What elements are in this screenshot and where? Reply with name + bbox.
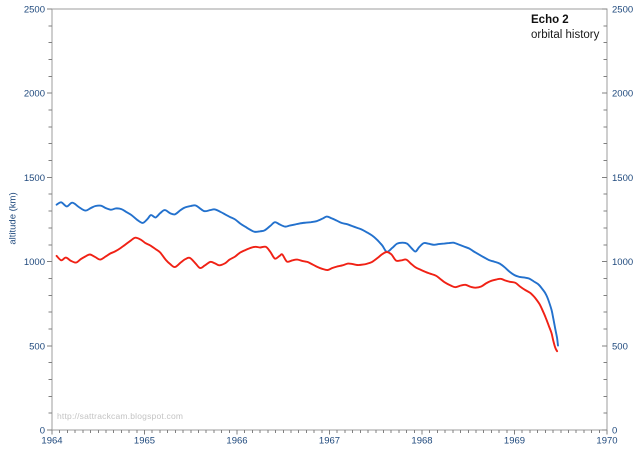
blue-line-upper bbox=[55, 201, 559, 347]
x-axis-tick-label: 1964 bbox=[41, 436, 62, 447]
y-axis-tick-label-left: 2500 bbox=[24, 5, 45, 16]
x-axis-tick-label: 1970 bbox=[596, 436, 617, 447]
x-axis-tick-label: 1969 bbox=[504, 436, 525, 447]
x-axis-tick-label: 1965 bbox=[134, 436, 155, 447]
x-axis-tick-label: 1967 bbox=[319, 436, 340, 447]
x-axis-tick-label: 1968 bbox=[411, 436, 432, 447]
watermark-url: http://sattrackcam.blogspot.com bbox=[57, 411, 184, 421]
red-line-lower bbox=[55, 236, 559, 353]
y-axis-title: altitude (km) bbox=[7, 192, 19, 245]
y-axis-tick-label-right: 2500 bbox=[612, 5, 633, 16]
y-axis-tick-label-right: 1000 bbox=[612, 257, 633, 268]
y-axis-tick-label-left: 2000 bbox=[24, 89, 45, 100]
y-axis-tick-label-right: 1500 bbox=[612, 173, 633, 184]
y-axis-tick-label-right: 2000 bbox=[612, 89, 633, 100]
y-axis-tick-label-left: 0 bbox=[40, 426, 45, 437]
chart-title: Echo 2 bbox=[531, 14, 569, 26]
y-axis-tick-label-right: 0 bbox=[612, 426, 617, 437]
y-axis-tick-label-left: 500 bbox=[29, 341, 45, 352]
y-axis-tick-label-right: 500 bbox=[612, 341, 628, 352]
chart-subtitle: orbital history bbox=[531, 29, 600, 41]
y-axis-tick-label-left: 1000 bbox=[24, 257, 45, 268]
y-axis-tick-label-left: 1500 bbox=[24, 173, 45, 184]
x-axis-tick-label: 1966 bbox=[226, 436, 247, 447]
